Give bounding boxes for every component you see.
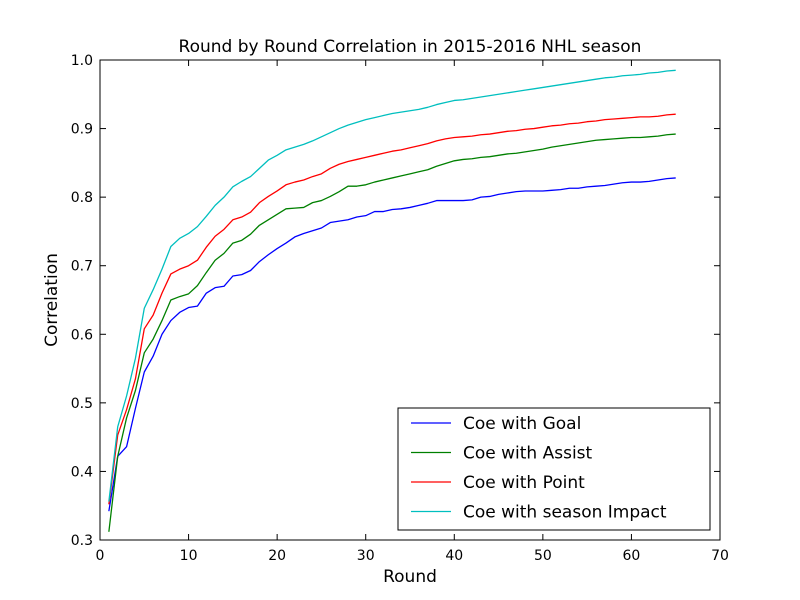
y-axis-label: Correlation [42,253,62,347]
series-line-3 [108,113,676,505]
legend-label-1: Coe with Goal [463,414,581,434]
legend-entries: Coe with Goal Coe with Assist Coe with Poi… [411,414,667,523]
legend: Coe with Goal Coe with Assist Coe with Poi… [397,407,711,531]
series-line-1 [108,177,676,512]
tick-layer: 0 10 20 30 40 50 60 70 0.3 0.4 0.5 0.6 0.7 0.8 0.9 1.0 [71,53,729,564]
series-line-4 [108,69,676,502]
legend-label-2: Coe with Assist [463,444,593,464]
x-tick-label: 30 [357,548,375,564]
x-tick-label: 20 [268,548,286,564]
series-layer [108,69,676,532]
legend-label-3: Coe with Point [463,473,585,493]
x-tick-label: 70 [711,548,729,564]
x-tick-label: 60 [623,548,641,564]
legend-label-4: Coe with season Impact [463,503,667,523]
x-axis-label: Round [383,567,437,587]
y-tick-label: 0.4 [71,464,93,480]
y-tick-label: 1.0 [71,53,93,69]
x-tick-label: 10 [180,548,198,564]
chart-title: Round by Round Correlation in 2015-2016 … [179,37,642,57]
x-tick-label: 40 [445,548,463,564]
y-tick-label: 0.7 [71,259,93,275]
y-tick-label: 0.5 [71,396,93,412]
x-tick-label: 0 [96,548,105,564]
y-tick-label: 0.9 [71,122,93,138]
legend-box [397,407,711,531]
plot-frame [99,59,721,541]
y-tick-label: 0.6 [71,327,93,343]
x-tick-label: 50 [534,548,552,564]
series-line-2 [108,133,676,532]
y-tick-label: 0.8 [71,190,93,206]
y-tick-label: 0.3 [71,533,93,549]
